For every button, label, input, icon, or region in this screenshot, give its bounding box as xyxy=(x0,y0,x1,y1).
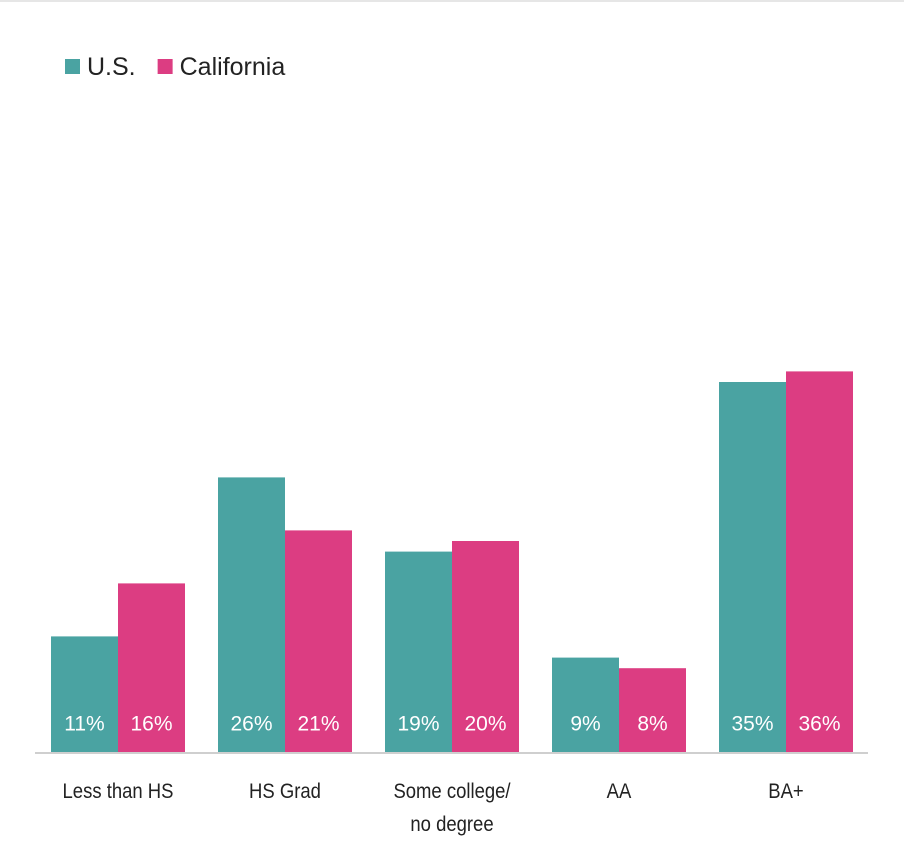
bar xyxy=(552,657,619,753)
bar xyxy=(452,541,519,753)
value-label: 19% xyxy=(397,713,439,736)
bar xyxy=(218,477,285,753)
value-label: 8% xyxy=(637,713,667,736)
bar xyxy=(285,530,352,753)
value-label: 35% xyxy=(731,713,773,736)
bar xyxy=(51,636,118,753)
x-tick-label: HS Grad xyxy=(249,780,321,803)
bar xyxy=(619,668,686,753)
value-label: 11% xyxy=(64,713,104,736)
x-tick-label: BA+ xyxy=(768,780,804,803)
value-label: 20% xyxy=(464,713,506,736)
bar xyxy=(786,371,853,753)
x-tick-label: AA xyxy=(606,780,632,803)
legend-swatch xyxy=(157,59,173,74)
value-label: 9% xyxy=(570,713,600,736)
value-label: 16% xyxy=(130,713,172,736)
bar xyxy=(118,583,185,753)
value-label: 21% xyxy=(297,713,339,736)
value-label: 26% xyxy=(230,713,272,736)
value-label: 36% xyxy=(798,713,840,736)
legend-swatch xyxy=(65,59,80,74)
bar xyxy=(719,382,786,753)
x-tick-label: Some college/ no degree xyxy=(393,780,511,836)
legend-label: California xyxy=(180,53,286,81)
legend-label: U.S. xyxy=(87,53,136,81)
x-tick-label: Less than HS xyxy=(62,780,174,803)
bar xyxy=(385,551,452,753)
